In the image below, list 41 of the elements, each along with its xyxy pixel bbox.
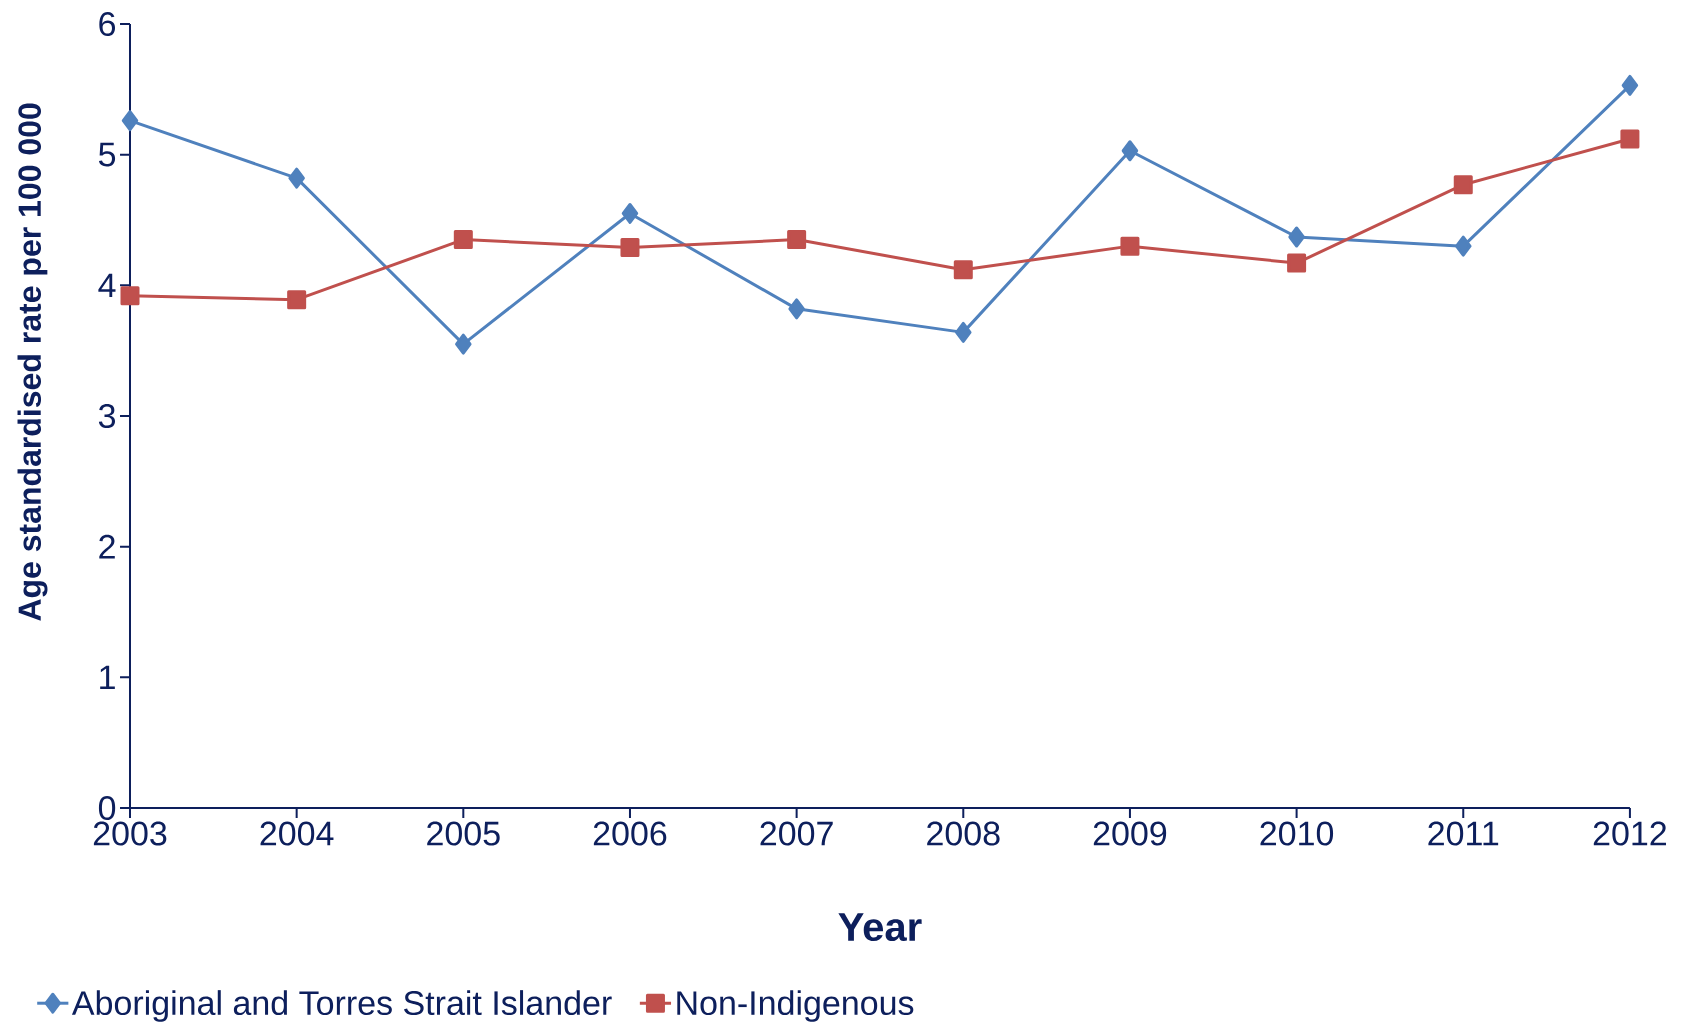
y-tick-label: 5 [98,142,116,167]
point [1120,236,1140,256]
point [453,230,473,250]
x-tick-label: 2004 [260,821,334,846]
point [1288,226,1305,248]
x-tick-label: 2012 [1593,821,1667,846]
point [455,333,472,355]
point [121,110,139,132]
y-tick-label: 0 [98,795,116,821]
y-tick-label: 1 [100,665,115,690]
x-tick-label: 2010 [1260,821,1334,846]
y-tick-label: 6 [99,11,116,37]
y-tick-label: 4 [98,273,116,298]
legend-label: Aboriginal and Torres Strait Islander [71,990,612,1022]
x-tick-label: 2008 [927,821,1000,846]
point [1621,74,1639,96]
x-tick-label: 2009 [1093,821,1167,846]
point [788,298,805,320]
point [955,321,972,343]
x-tick-label: 2006 [593,821,667,846]
point [1620,129,1640,149]
x-tick-label: 2007 [760,821,833,846]
x-tick-label: 2011 [1428,821,1499,846]
x-tick-label: 2003 [93,821,167,846]
point [1455,235,1472,257]
point [1287,253,1307,273]
point [1121,140,1139,162]
point [621,202,639,224]
point [120,286,140,306]
x-axis-title: Year [838,913,922,942]
point [288,167,305,189]
point [1453,175,1473,195]
point [287,290,307,310]
y-tick-label: 2 [99,534,115,559]
point [787,230,807,250]
point [953,260,973,280]
x-tick-label: 2005 [427,821,500,846]
y-tick-label: 3 [98,403,116,429]
y-axis-title: Age standardised rate per 100 000 [17,103,48,621]
legend-label: Non-Indigenous [677,990,914,1022]
point [620,237,640,257]
